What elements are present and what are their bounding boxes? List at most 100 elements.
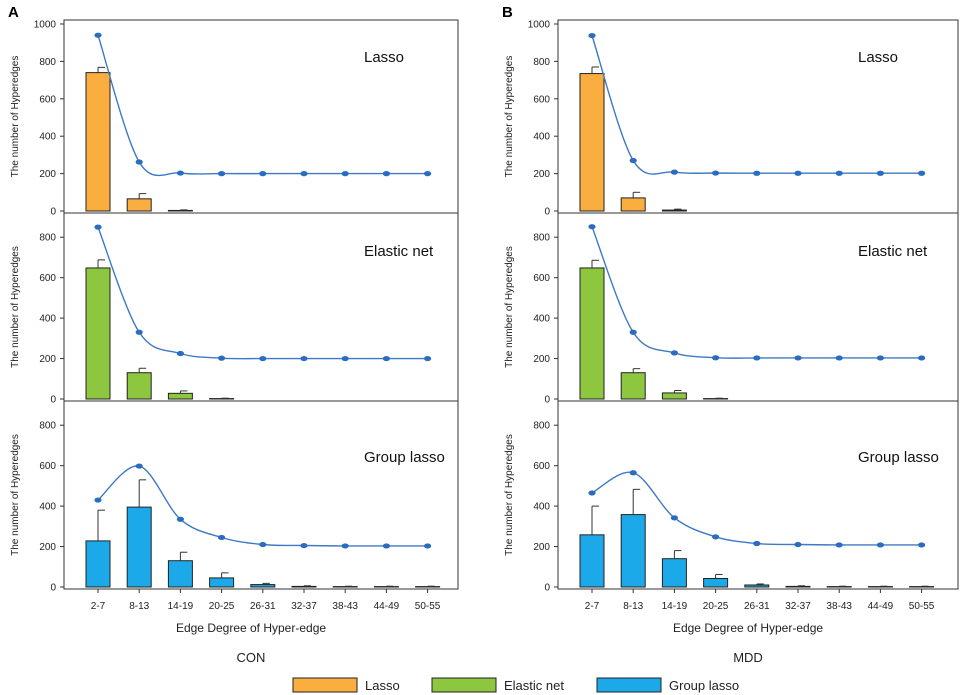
bar [620, 197, 646, 212]
trend-point [259, 355, 267, 362]
bar [85, 540, 111, 588]
bar [579, 267, 605, 400]
y-tick-label: 600 [39, 94, 56, 105]
trend-point [218, 171, 226, 177]
trend-point [629, 329, 637, 335]
plot-frame [557, 400, 959, 590]
trend-point [135, 463, 143, 469]
bar [85, 72, 111, 212]
trend-point [218, 534, 226, 541]
trend-point [94, 224, 102, 230]
legend-label: Elastic net [504, 678, 564, 693]
trend-point [300, 171, 308, 177]
y-tick-label: 200 [39, 354, 56, 365]
bar [620, 372, 646, 400]
y-tick-label: 0 [50, 395, 56, 406]
chart-panel-a: A 0 200 400 600 800 1000 The number of Hyperedg… [8, 4, 459, 665]
y-tick-label: 0 [544, 583, 550, 594]
trend-point [629, 157, 637, 164]
x-tick-label: 26-31 [744, 601, 770, 612]
trend-point [176, 350, 184, 357]
trend-point [259, 541, 267, 548]
y-tick-label: 800 [533, 421, 550, 432]
bar [703, 578, 729, 588]
trend-point [794, 541, 802, 548]
series-label: Group lasso [858, 449, 939, 466]
bar [250, 584, 276, 588]
y-tick-label: 400 [533, 314, 550, 325]
x-tick-label: 32-37 [291, 601, 317, 612]
bar [620, 514, 646, 588]
legend-label: Lasso [365, 678, 400, 693]
trend-point [424, 543, 432, 549]
trend-point [424, 355, 432, 362]
x-tick-label: 50-55 [415, 601, 441, 612]
trend-point [835, 542, 843, 548]
bar [661, 209, 687, 212]
series-label: Elastic net [364, 243, 434, 260]
bar [209, 577, 235, 588]
trend-point [876, 542, 885, 548]
trend-point [629, 470, 637, 476]
x-tick-label: 26-31 [250, 601, 276, 612]
trend-point [259, 171, 267, 177]
bar [661, 392, 687, 400]
x-tick-label: 38-43 [332, 601, 358, 612]
trend-point [753, 540, 761, 547]
x-tick-label: 8-13 [623, 601, 643, 612]
subplot-lasso: 0 200 400 600 800 1000 The number of Hyperedge… [10, 19, 459, 218]
y-tick-label: 600 [533, 273, 550, 284]
trend-point [382, 171, 390, 177]
y-tick-label: 400 [39, 132, 56, 143]
bar [579, 534, 605, 588]
trend-point [712, 534, 720, 540]
x-axis-label: Edge Degree of Hyper-edge [673, 621, 823, 635]
y-tick-label: 400 [533, 502, 550, 513]
y-tick-label: 800 [533, 233, 550, 244]
trend-point [588, 224, 596, 230]
trend-point [341, 355, 349, 362]
y-tick-label: 600 [533, 461, 550, 472]
y-tick-label: 400 [533, 132, 550, 143]
bar [744, 584, 770, 588]
x-tick-label: 14-19 [662, 601, 688, 612]
y-tick-label: 800 [39, 233, 56, 244]
x-tick-label: 32-37 [785, 601, 811, 612]
plot-frame [557, 212, 959, 402]
bar [785, 585, 811, 588]
trend-point [218, 355, 226, 361]
x-axis-label: Edge Degree of Hyper-edge [176, 621, 326, 635]
bar [167, 560, 193, 588]
panel-label: A [8, 4, 19, 21]
y-axis-label: The number of Hyperedges [504, 246, 515, 368]
series-label: Elastic net [858, 243, 928, 260]
legend-label: Group lasso [669, 678, 739, 693]
bar [291, 585, 317, 588]
y-tick-label: 1000 [528, 20, 551, 31]
trend-point [794, 355, 802, 361]
x-tick-label: 50-55 [909, 601, 935, 612]
x-tick-label: 38-43 [826, 601, 852, 612]
y-axis-label: The number of Hyperedges [10, 246, 21, 368]
trend-point [835, 170, 843, 176]
x-tick-label: 44-49 [374, 601, 400, 612]
y-axis-label: The number of Hyperedges [10, 434, 21, 556]
bar [126, 506, 152, 588]
y-tick-label: 1000 [34, 20, 57, 31]
series-label: Lasso [858, 49, 898, 66]
trend-point [670, 169, 679, 175]
y-tick-label: 200 [533, 169, 550, 180]
trend-point [341, 543, 349, 549]
y-tick-label: 600 [533, 94, 550, 105]
y-tick-label: 400 [39, 314, 56, 325]
trend-point [712, 355, 720, 361]
y-axis-label: The number of Hyperedges [504, 56, 515, 178]
x-tick-label: 20-25 [703, 601, 729, 612]
condition-label: MDD [733, 650, 763, 665]
y-tick-label: 0 [50, 207, 56, 218]
y-axis-label: The number of Hyperedges [10, 56, 21, 178]
legend-swatch [596, 677, 662, 693]
plot-frame [63, 400, 459, 590]
